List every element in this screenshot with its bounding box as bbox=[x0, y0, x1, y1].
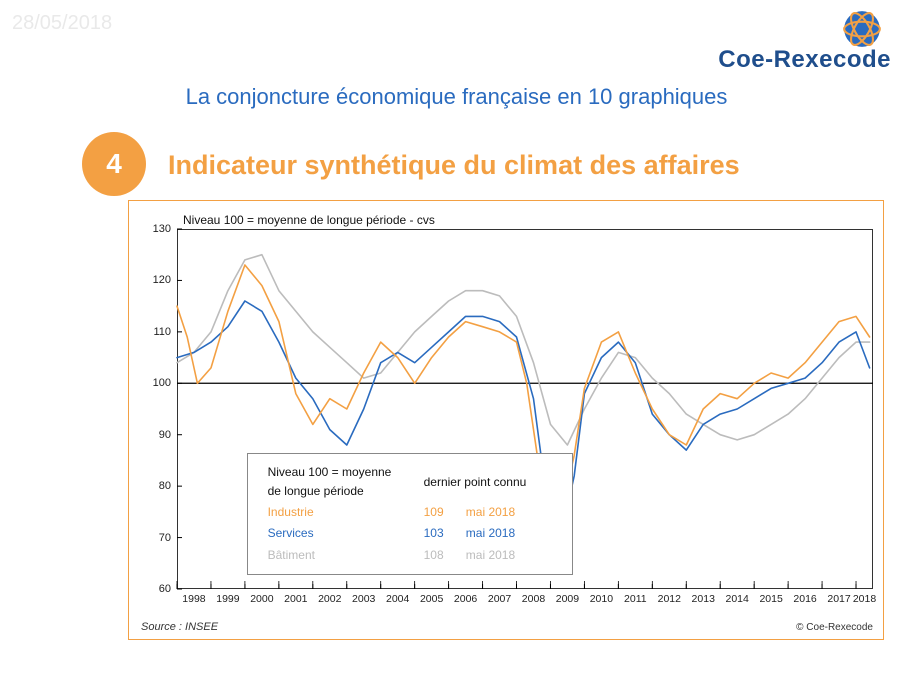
x-tick-label: 1998 bbox=[182, 593, 205, 605]
legend-series-label: Services bbox=[260, 523, 416, 544]
chart-title: Indicateur synthétique du climat des aff… bbox=[168, 150, 740, 181]
legend-series-value: 108 bbox=[416, 545, 458, 566]
x-tick-label: 2000 bbox=[250, 593, 273, 605]
y-tick-label: 130 bbox=[153, 223, 171, 235]
x-tick-label: 2003 bbox=[352, 593, 375, 605]
y-tick-label: 80 bbox=[159, 480, 171, 492]
x-tick-label: 2005 bbox=[420, 593, 443, 605]
legend-header-left: Niveau 100 = moyenne de longue période bbox=[260, 462, 416, 502]
x-tick-label: 2006 bbox=[454, 593, 477, 605]
x-tick-label: 2007 bbox=[488, 593, 511, 605]
slide-number: 4 bbox=[106, 148, 122, 180]
y-tick-label: 60 bbox=[159, 583, 171, 595]
legend-series-date: mai 2018 bbox=[458, 545, 535, 566]
legend-series-date: mai 2018 bbox=[458, 523, 535, 544]
x-tick-label: 2009 bbox=[556, 593, 579, 605]
legend-box: Niveau 100 = moyenne de longue périodede… bbox=[247, 453, 573, 575]
x-tick-label: 2018 bbox=[853, 593, 876, 605]
x-tick-label: 2011 bbox=[624, 593, 647, 605]
chart-copyright: © Coe-Rexecode bbox=[796, 622, 873, 633]
x-tick-label: 2016 bbox=[793, 593, 816, 605]
legend-series-value: 103 bbox=[416, 523, 458, 544]
legend-series-date: mai 2018 bbox=[458, 502, 535, 523]
x-tick-label: 1999 bbox=[216, 593, 239, 605]
y-tick-label: 120 bbox=[153, 274, 171, 286]
chart-container: Niveau 100 = moyenne de longue période -… bbox=[128, 200, 884, 640]
header-date: 28/05/2018 bbox=[12, 12, 112, 35]
y-tick-label: 110 bbox=[153, 326, 171, 338]
brand-name: Coe-Rexecode bbox=[718, 46, 891, 74]
chart-plot-area: Niveau 100 = moyenne de longue période -… bbox=[177, 211, 873, 589]
x-tick-label: 2014 bbox=[726, 593, 749, 605]
x-tick-label: 2001 bbox=[284, 593, 307, 605]
x-tick-label: 2015 bbox=[759, 593, 782, 605]
y-tick-label: 90 bbox=[159, 429, 171, 441]
x-tick-label: 2012 bbox=[658, 593, 681, 605]
x-tick-label: 2010 bbox=[590, 593, 613, 605]
y-tick-label: 100 bbox=[153, 377, 171, 389]
legend-header-right: dernier point connu bbox=[416, 462, 535, 502]
x-tick-label: 2013 bbox=[692, 593, 715, 605]
legend-series-label: Industrie bbox=[260, 502, 416, 523]
chart-source: Source : INSEE bbox=[141, 621, 218, 633]
x-tick-label: 2004 bbox=[386, 593, 409, 605]
x-tick-label: 2002 bbox=[318, 593, 341, 605]
page-subtitle: La conjoncture économique française en 1… bbox=[0, 84, 913, 110]
x-tick-label: 2017 bbox=[827, 593, 850, 605]
legend-series-label: Bâtiment bbox=[260, 545, 416, 566]
y-tick-label: 70 bbox=[159, 532, 171, 544]
x-tick-label: 2008 bbox=[522, 593, 545, 605]
globe-icon bbox=[841, 8, 883, 50]
brand-logo-block: Coe-Rexecode bbox=[718, 8, 891, 74]
legend-series-value: 109 bbox=[416, 502, 458, 523]
slide-number-badge: 4 bbox=[82, 132, 146, 196]
